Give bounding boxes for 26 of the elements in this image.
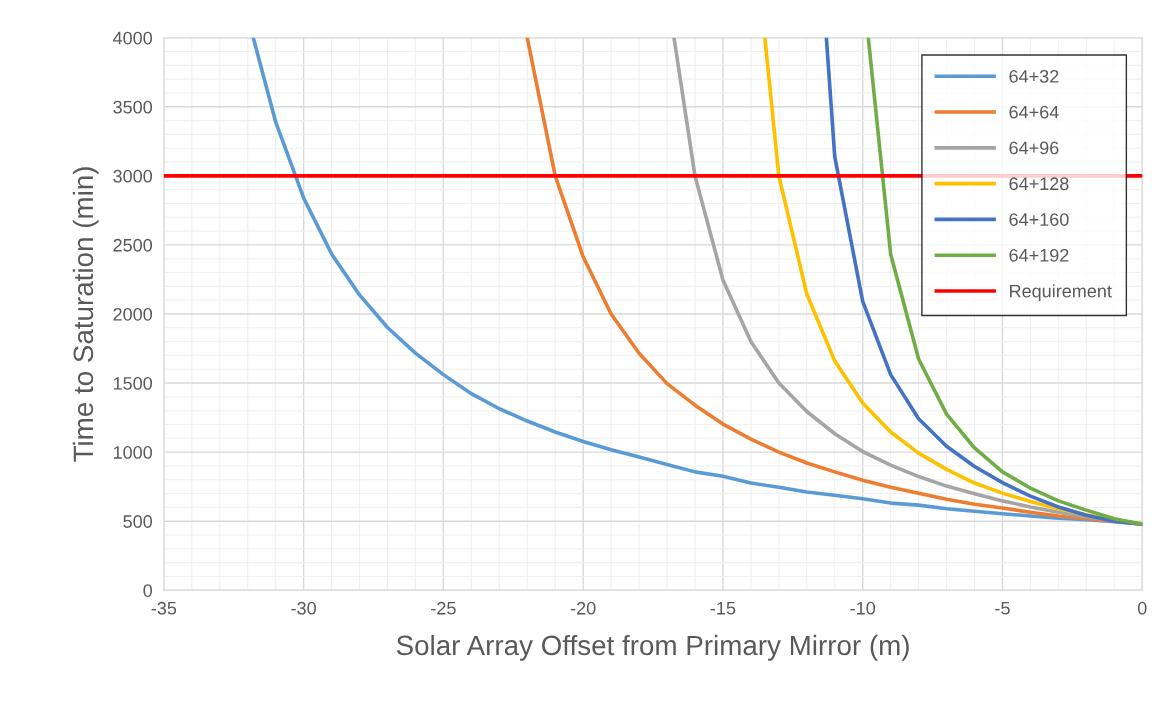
y-tick-label: 3500 — [113, 100, 153, 114]
legend-label: 64+160 — [1009, 213, 1069, 226]
x-tick-label: 0 — [1137, 601, 1147, 615]
y-tick-label: 4000 — [112, 31, 153, 45]
y-tick-label: 3000 — [113, 169, 153, 183]
y-tick-label: 500 — [123, 515, 153, 528]
x-tick-label: -10 — [850, 601, 876, 615]
legend-label: 64+128 — [1009, 177, 1069, 191]
legend-label: 64+192 — [1009, 248, 1069, 262]
x-tick-label: -15 — [710, 602, 736, 615]
x-tick-label: -30 — [291, 601, 316, 615]
legend-label: Requirement — [1010, 284, 1112, 302]
y-axis-title: Time to Saturation (min) — [72, 167, 99, 462]
legend-label: 64+96 — [1009, 141, 1059, 155]
y-tick-label: 2500 — [113, 238, 153, 252]
y-tick-label: 2000 — [113, 307, 153, 321]
y-tick-label: 1500 — [113, 376, 153, 390]
x-tick-label: -25 — [431, 601, 456, 615]
x-tick-label: -20 — [570, 601, 596, 615]
legend-label: 64+64 — [1009, 105, 1059, 119]
x-axis-title: Solar Array Offset from Primary Mirror (m) — [396, 634, 909, 661]
y-tick-label: 0 — [143, 584, 153, 597]
x-tick-label: -5 — [995, 602, 1010, 615]
y-tick-label: 1000 — [113, 446, 153, 459]
x-tick-label: -35 — [151, 601, 177, 615]
legend-label: 64+32 — [1009, 69, 1059, 83]
